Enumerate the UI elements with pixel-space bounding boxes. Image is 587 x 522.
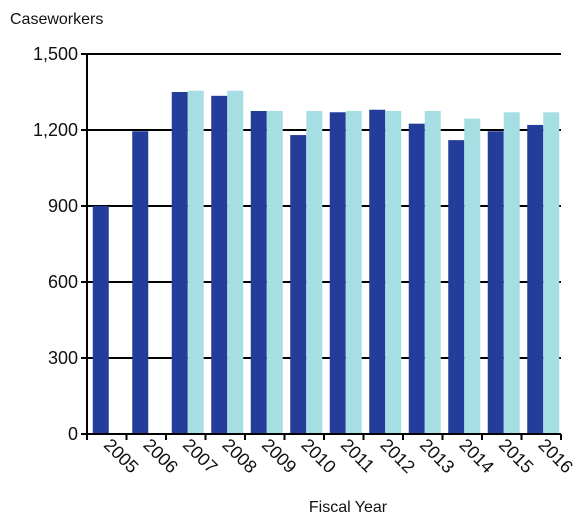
x-tick-label: 2012 [376, 435, 418, 477]
bar-2016-series-2 [543, 112, 560, 435]
bar-2008-series-1 [211, 95, 228, 435]
bar-2008-series-2 [227, 90, 244, 434]
bar-2014-series-1 [448, 140, 465, 434]
bar-2011-series-1 [329, 112, 346, 435]
y-tick-label: 300 [48, 348, 78, 368]
x-tick-label: 2015 [495, 435, 537, 477]
bar-2016-series-1 [527, 124, 544, 434]
x-tick-label: 2008 [218, 435, 260, 477]
x-tick-label: 2013 [416, 435, 458, 477]
y-tick-label: 1,500 [33, 44, 78, 64]
bar-2009-series-2 [266, 111, 283, 434]
bar-2013-series-1 [408, 123, 425, 435]
x-tick-label: 2014 [455, 435, 497, 477]
bar-2010-series-1 [290, 135, 307, 435]
y-tick-label: 0 [68, 424, 78, 444]
bar-2005-series-1 [92, 206, 109, 434]
x-tick-label: 2011 [337, 435, 379, 477]
y-tick-label: 600 [48, 272, 78, 292]
x-tick-label: 2006 [139, 435, 181, 477]
y-tick-label: 1,200 [33, 120, 78, 140]
bar-2009-series-1 [250, 111, 267, 434]
x-tick-label: 2009 [258, 435, 300, 477]
bar-2015-series-2 [503, 112, 520, 435]
x-tick-label: 2005 [100, 435, 142, 477]
bar-2010-series-2 [306, 111, 323, 434]
x-axis-title: Fiscal Year [309, 499, 388, 516]
bar-2015-series-1 [487, 131, 504, 434]
bars [92, 90, 560, 435]
bar-2011-series-2 [345, 111, 362, 434]
axes [81, 53, 562, 440]
y-tick-label: 900 [48, 196, 78, 216]
x-tick-labels: 2005200620072008200920102011201220132014… [100, 435, 577, 477]
y-tick-labels: 0 300 600 900 1,200 1,500 [33, 44, 78, 444]
y-axis-title: Caseworkers [10, 11, 103, 28]
bar-2007-series-2 [187, 90, 204, 434]
bar-2012-series-2 [385, 111, 402, 434]
gridlines [87, 53, 561, 359]
bar-2007-series-1 [171, 92, 188, 434]
x-tick-label: 2010 [297, 435, 339, 477]
bar-2006-series-1 [132, 131, 149, 434]
x-tick-label: 2007 [179, 435, 221, 477]
x-tick-label: 2016 [534, 435, 576, 477]
bar-2014-series-2 [464, 118, 481, 434]
bar-2013-series-2 [424, 111, 441, 434]
bar-2012-series-1 [369, 109, 386, 434]
